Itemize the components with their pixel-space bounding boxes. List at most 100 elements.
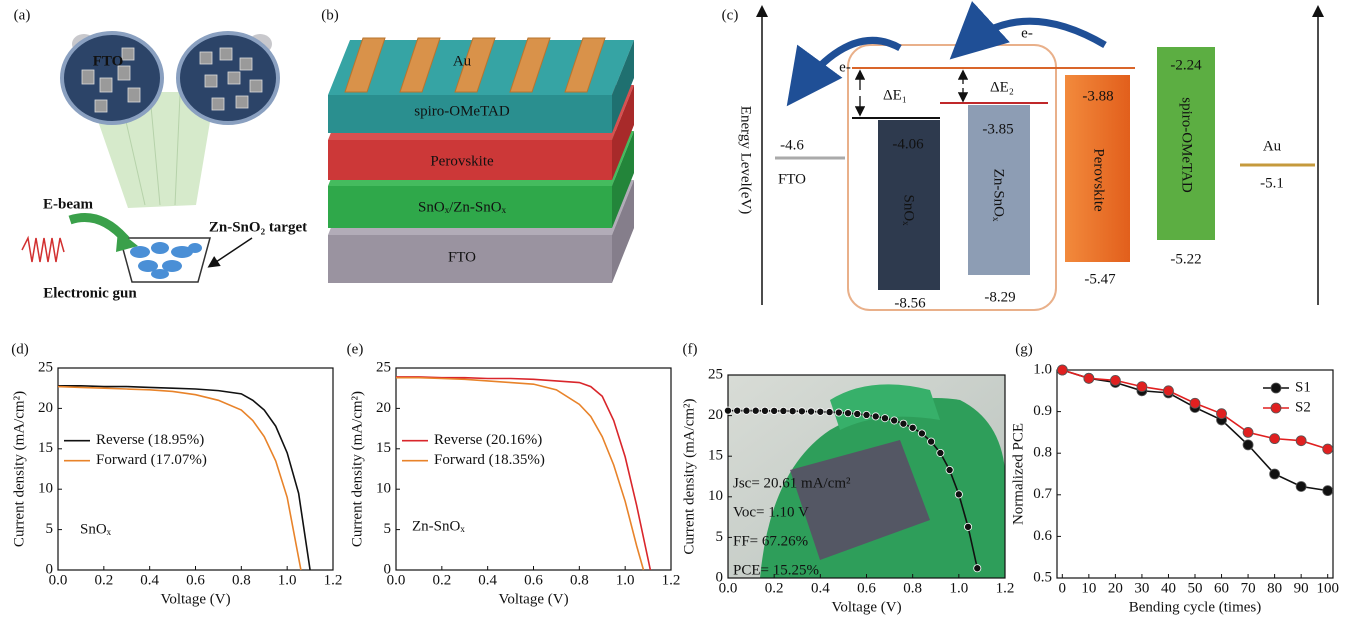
x-tick-label: 0.2 (432, 572, 451, 588)
annotation: Jsc= 20.61 mA/cm² (733, 475, 851, 491)
y-tick-label: 10 (376, 481, 391, 497)
y-tick-label: 5 (384, 521, 392, 537)
annotation: SnOₓ (80, 521, 112, 537)
level-value: -5.1 (1260, 175, 1284, 191)
annotation: PCE= 15.25% (733, 562, 819, 578)
layer-front (328, 95, 612, 133)
delta-label: ΔE₂ (990, 79, 1014, 95)
marker (1109, 374, 1121, 386)
x-tick-label: 0.2 (94, 572, 113, 588)
marker (917, 429, 926, 438)
level-value: -2.24 (1170, 57, 1202, 73)
gun-label: Electronic gun (43, 285, 137, 301)
material-label: Zn-SnOₓ (991, 169, 1007, 222)
line (174, 94, 181, 206)
y-axis-label: Current density (mA/cm²) (11, 391, 27, 547)
marker (844, 409, 853, 418)
rect (81, 69, 95, 85)
ellipse (188, 243, 202, 253)
level-value: -5.47 (1084, 271, 1116, 287)
layer-label: FTO (448, 249, 476, 265)
series-line (396, 376, 652, 571)
panel-c-art (756, 0, 1324, 311)
series-line (57, 385, 302, 571)
x-tick-label: 0.8 (232, 572, 251, 588)
material-label: spiro-OMeTAD (1179, 97, 1195, 193)
x-tick-label: 1.2 (662, 572, 681, 588)
rect (1157, 47, 1215, 240)
rect (249, 79, 263, 93)
y-tick-label: 0.7 (1033, 486, 1052, 502)
x-tick-label: 0.6 (186, 572, 205, 588)
marker (724, 406, 733, 415)
x-tick-label: 70 (1241, 580, 1256, 596)
y-tick-label: 0.9 (1033, 403, 1052, 419)
y-tick-label: 25 (376, 359, 391, 375)
marker (880, 414, 889, 423)
layer-side (612, 131, 634, 228)
material-label: Au (1263, 138, 1282, 154)
ellipse (151, 242, 169, 254)
x-tick-label: 1.0 (616, 572, 635, 588)
delta-label: ΔE₁ (883, 87, 907, 103)
axis-label: Energy Level(eV) (738, 106, 754, 214)
target-label: Zn-SnO₂ target (209, 219, 307, 235)
path (786, 36, 902, 107)
marker (1163, 385, 1174, 397)
x-tick-label: 0.0 (49, 572, 68, 588)
rect (239, 57, 253, 71)
au-electrode (509, 37, 551, 93)
y-tick-label: 10 (38, 481, 53, 497)
x-tick-label: 50 (1188, 580, 1203, 596)
y-tick-label: 10 (708, 488, 723, 504)
marker (899, 419, 908, 428)
legend-label: Reverse (18.95%) (96, 432, 204, 448)
marker (1322, 485, 1334, 497)
rect (127, 87, 141, 103)
marker (816, 407, 825, 416)
rect (878, 120, 940, 290)
path (21, 235, 65, 263)
au-electrode (564, 37, 606, 93)
panel-label: (f) (683, 341, 698, 357)
layer-front (328, 186, 612, 228)
panel-b-art (328, 37, 634, 283)
x-axis-label: Voltage (V) (160, 591, 230, 607)
x-tick-label: 0.6 (524, 572, 543, 588)
x-axis-label: Voltage (V) (498, 591, 568, 607)
annotation: Zn-SnOₓ (412, 518, 465, 534)
x-tick-label: 0.4 (811, 580, 830, 596)
y-tick-label: 0.8 (1033, 445, 1052, 461)
x-tick-label: 0.2 (765, 580, 784, 596)
series-line (728, 409, 979, 569)
y-tick-label: 0.6 (1033, 528, 1052, 544)
marker (871, 412, 880, 421)
g (130, 242, 202, 279)
marker (927, 437, 936, 446)
marker (760, 406, 769, 415)
material-label: FTO (778, 171, 806, 187)
x-tick-label: 30 (1134, 580, 1149, 596)
panel-label: (b) (321, 7, 339, 23)
ebeam-label: E-beam (43, 196, 94, 212)
y-tick-label: 0.5 (1033, 569, 1052, 585)
g (81, 47, 263, 113)
rect (1065, 75, 1130, 262)
marker (908, 423, 917, 432)
legend-label: S1 (1295, 379, 1311, 395)
marker (797, 407, 806, 416)
rect (235, 95, 249, 109)
y-tick-label: 20 (376, 400, 391, 416)
material-label: SnOₓ (901, 194, 917, 226)
marker (853, 409, 862, 418)
x-tick-label: 0.8 (570, 572, 589, 588)
panel-label: (e) (347, 341, 364, 357)
marker (973, 564, 982, 573)
ellipse (130, 246, 150, 258)
y-tick-label: 25 (38, 359, 53, 375)
x-tick-label: 1.0 (949, 580, 968, 596)
legend-marker (1270, 402, 1282, 414)
level-value: -4.6 (780, 137, 804, 153)
marker (1269, 468, 1281, 480)
